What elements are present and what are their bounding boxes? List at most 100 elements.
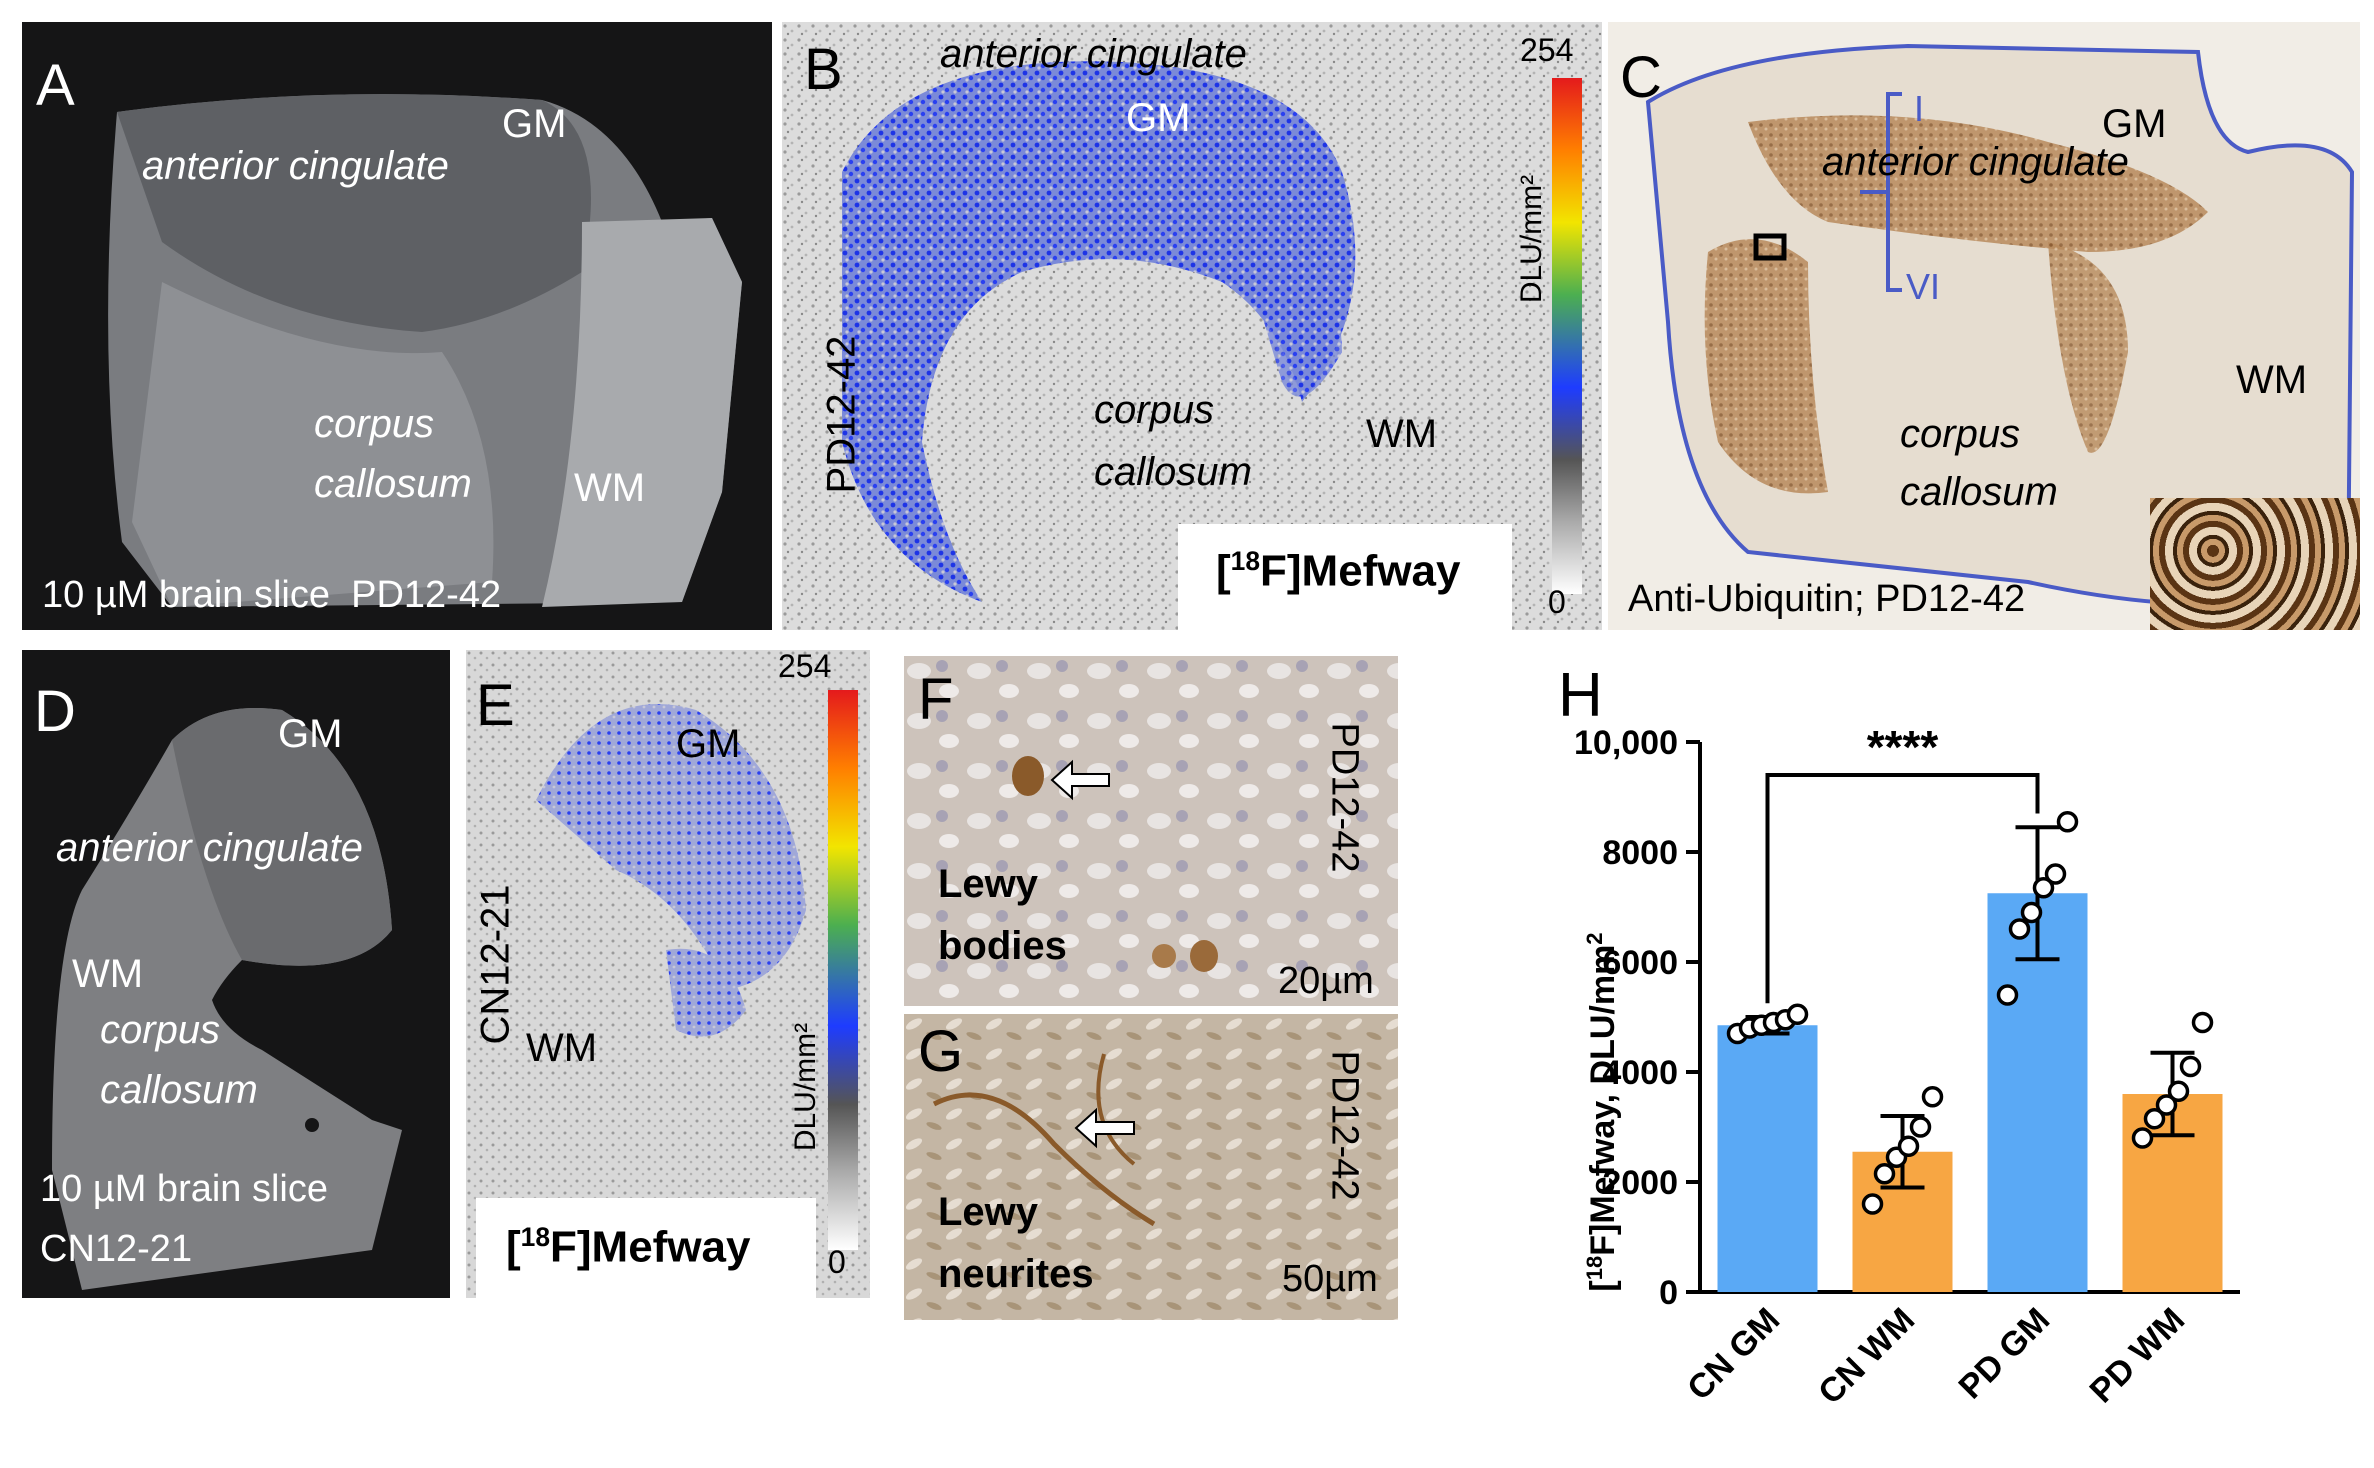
panel-c: C I GM anterior cingulate VI WM corpus c…: [1608, 22, 2360, 630]
panel-c-wm: WM: [2236, 358, 2308, 402]
panel-e-tracer-iso: 18: [520, 1222, 551, 1252]
panel-e-label: E: [476, 673, 515, 738]
panel-h-label: H: [1558, 661, 1603, 730]
chart-data-point: [2020, 901, 2043, 924]
panel-g-sample: PD12-42: [1323, 1050, 1366, 1201]
panel-b-cc-line1: corpus: [1094, 388, 1215, 432]
panel-g-line1: Lewy: [938, 1190, 1039, 1234]
chart-data-point: [1897, 1135, 1920, 1157]
chart-data-point: [2155, 1094, 2178, 1116]
panel-e-cbar-unit: DLU/mm²: [789, 1022, 822, 1152]
chart-data-point: [1861, 1193, 1884, 1215]
chart-data-point: [2179, 1055, 2202, 1078]
panel-b-sample: PD12-42: [819, 335, 864, 494]
chart-data-point: [2044, 863, 2067, 885]
panel-a-caption: 10 µM brain slice PD12-42: [42, 574, 502, 616]
panel-d-region: anterior cingulate: [56, 826, 363, 870]
panel-f-scale: 20µm: [1278, 960, 1374, 1002]
panel-e-autoradiograph: [466, 650, 870, 1298]
chart-data-point: [2143, 1108, 2166, 1130]
chart-data-point: [2191, 1011, 2214, 1034]
chart-xtick-label: CN GM: [1680, 1301, 1787, 1408]
chart-significance-label: ****: [1867, 721, 1939, 773]
panel-a-gm: GM: [502, 102, 567, 146]
panel-d-cc-line1: corpus: [100, 1008, 221, 1052]
panel-e-tracer-name: Mefway: [591, 1222, 751, 1272]
panel-c-cc-line1: corpus: [1900, 412, 2021, 456]
panel-d-tissue: [52, 708, 402, 1290]
panel-f-label: F: [918, 667, 954, 732]
chart-ytick-label: 10,000: [1574, 724, 1678, 762]
chart-bar: [1717, 1025, 1818, 1292]
panel-c-inset: [2150, 498, 2360, 630]
panel-c-ihc-section: [1645, 43, 2355, 607]
chart-data-point: [2008, 918, 2031, 940]
panel-c-layer-bottom: VI: [1906, 266, 1941, 307]
panel-a-label: A: [36, 53, 75, 118]
panel-e-cbar-max: 254: [778, 650, 832, 684]
panel-c-caption: Anti-Ubiquitin; PD12-42: [1628, 578, 2026, 620]
panel-f-line2: bodies: [938, 924, 1067, 968]
panel-b-tracer-name: Mefway: [1301, 546, 1461, 596]
panel-d-gm: GM: [278, 712, 343, 756]
panel-g-line2: neurites: [938, 1252, 1094, 1296]
chart-ylabel: [18F]Mefway, DLU/mm2: [1582, 932, 1622, 1291]
chart-xtick-label: PD WM: [2082, 1301, 2192, 1411]
panel-e-colorbar: [828, 690, 858, 1250]
chart-ytick-label: 6000: [1602, 944, 1678, 982]
chart-ytick-label: 0: [1659, 1274, 1678, 1312]
chart-xtick-label: CN WM: [1811, 1301, 1922, 1412]
panel-g-scale: 50µm: [1282, 1258, 1378, 1300]
panel-f: F Lewy bodies PD12-42 20µm: [904, 656, 1398, 1006]
chart-data-point: [1786, 1003, 1809, 1025]
panel-c-region: anterior cingulate: [1822, 140, 2129, 184]
panel-b-wm: WM: [1366, 412, 1438, 456]
panel-b-gm: GM: [1126, 96, 1191, 140]
panel-e-gm: GM: [676, 722, 741, 766]
panel-b-region: anterior cingulate: [940, 32, 1247, 76]
panel-d-label: D: [34, 679, 76, 744]
panel-d-caption-line1: 10 µM brain slice: [40, 1168, 329, 1210]
panel-g-label: G: [918, 1019, 964, 1084]
panel-d: D GM anterior cingulate WM corpus callos…: [22, 650, 450, 1298]
panel-c-cc-line2: callosum: [1900, 470, 2058, 514]
chart-ytick-label: 4000: [1602, 1054, 1678, 1092]
panel-c-gm: GM: [2102, 102, 2167, 146]
panel-e-tracer-box: [18F]Mefway: [476, 1198, 816, 1298]
panel-d-caption-line2: CN12-21: [40, 1228, 193, 1270]
panel-b-cbar-unit: DLU/mm²: [1515, 174, 1548, 304]
panel-b-label: B: [804, 37, 843, 102]
panel-a-region: anterior cingulate: [142, 144, 449, 188]
chart-data-point: [1921, 1086, 1944, 1108]
chart-data-point: [2056, 811, 2079, 833]
chart-data-point: [1873, 1163, 1896, 1185]
panel-f-line1: Lewy: [938, 862, 1039, 906]
chart-ytick-label: 2000: [1602, 1164, 1678, 1202]
panel-b-tracer-box: [18F]Mefway: [1178, 524, 1512, 630]
panel-c-label: C: [1620, 45, 1662, 110]
panel-b-tracer-iso: 18: [1230, 546, 1261, 576]
panel-f-sample: PD12-42: [1323, 722, 1366, 873]
panel-e-sample: CN12-21: [473, 884, 518, 1045]
chart-ytick-label: 8000: [1602, 834, 1678, 872]
panel-g: G Lewy neurites PD12-42 50µm: [904, 1014, 1398, 1320]
panel-d-wm: WM: [72, 952, 144, 996]
panel-d-cc-line2: callosum: [100, 1068, 258, 1112]
chart-data-point: [2131, 1127, 2154, 1149]
chart-xtick-label: PD GM: [1951, 1301, 2057, 1407]
panel-a-tissue: [108, 94, 743, 607]
panel-g-micrograph: [904, 1014, 1398, 1320]
panel-b: B anterior cingulate GM corpus callosum …: [782, 22, 1602, 630]
panel-a-wm: WM: [574, 466, 646, 510]
chart-data-point: [2167, 1080, 2190, 1102]
panel-e-wm: WM: [526, 1026, 598, 1070]
chart-data-point: [2032, 877, 2055, 899]
panel-b-cc-line2: callosum: [1094, 450, 1252, 494]
chart-data-point: [1909, 1116, 1932, 1138]
panel-b-cbar-min: 0: [1548, 584, 1566, 620]
panel-e: E GM CN12-21 WM 254 DLU/mm² 0 [18F]Mefwa…: [466, 650, 870, 1298]
panel-b-cbar-max: 254: [1520, 32, 1574, 68]
panel-b-tracer-label: [18F]Mefway: [1216, 546, 1461, 596]
panel-f-micrograph: [904, 656, 1398, 1006]
panel-c-layer-top: I: [1914, 88, 1925, 129]
